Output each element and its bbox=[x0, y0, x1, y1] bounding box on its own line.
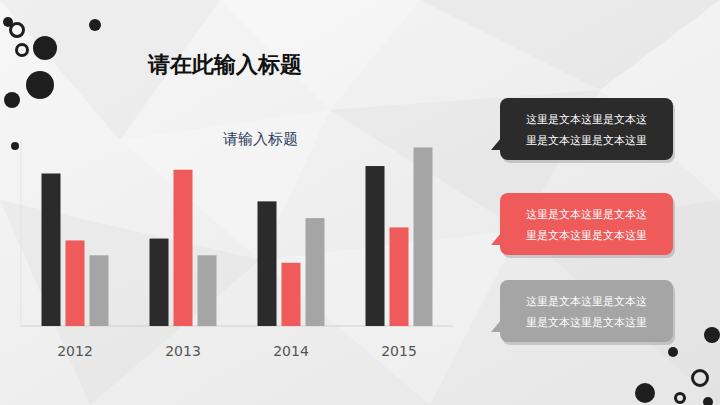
deco-ring bbox=[17, 45, 28, 56]
bars bbox=[42, 147, 433, 326]
x-axis-line bbox=[21, 326, 453, 327]
callout-text: 这里是文本这里是文本这 bbox=[526, 295, 647, 308]
x-tick-label: 2013 bbox=[165, 343, 201, 359]
bar bbox=[66, 240, 85, 326]
bar bbox=[90, 255, 109, 326]
bar bbox=[174, 170, 193, 326]
callout-text: 里是文本这里是文本这里 bbox=[526, 229, 647, 242]
bar bbox=[42, 173, 61, 326]
bar bbox=[414, 147, 433, 326]
callout: 这里是文本这里是文本这里是文本这里是文本这里 bbox=[491, 193, 675, 258]
deco-dot bbox=[26, 71, 54, 99]
page-title: 请在此输入标题 bbox=[147, 52, 302, 77]
callout-text: 里是文本这里是文本这里 bbox=[526, 134, 647, 147]
callout-text: 这里是文本这里是文本这 bbox=[526, 208, 647, 221]
deco-ring bbox=[11, 24, 24, 37]
deco-dot bbox=[3, 17, 13, 27]
deco-dot bbox=[703, 397, 713, 405]
deco-dot bbox=[704, 327, 720, 343]
bar bbox=[198, 255, 217, 326]
bg-facet bbox=[520, 200, 720, 405]
callout-pointer bbox=[491, 138, 501, 150]
callout: 这里是文本这里是文本这里是文本这里是文本这里 bbox=[491, 98, 675, 163]
slide: 请在此输入标题请输入标题 2012 2013 2014 2015 这里是文本这里是文本这里… bbox=[0, 0, 720, 405]
y-axis-line bbox=[21, 140, 22, 326]
bar bbox=[258, 201, 277, 326]
bg-facet bbox=[0, 200, 260, 405]
bar bbox=[306, 218, 325, 326]
chart-title: 请输入标题 bbox=[223, 130, 298, 148]
deco-ring bbox=[676, 394, 685, 403]
bar bbox=[390, 227, 409, 326]
callout-text: 这里是文本这里是文本这 bbox=[526, 113, 647, 126]
deco-dot bbox=[635, 383, 655, 403]
callout-box bbox=[500, 193, 673, 255]
callout-box bbox=[500, 280, 673, 342]
x-tick-label: 2015 bbox=[381, 343, 417, 359]
bar bbox=[366, 166, 385, 326]
callout: 这里是文本这里是文本这里是文本这里是文本这里 bbox=[491, 280, 675, 345]
callout-box bbox=[500, 98, 673, 160]
bar bbox=[282, 263, 301, 326]
x-tick-label: 2014 bbox=[273, 343, 309, 359]
background bbox=[0, 0, 720, 405]
deco-dot bbox=[4, 92, 20, 108]
deco-dot bbox=[89, 19, 101, 31]
callout-text: 里是文本这里是文本这里 bbox=[526, 316, 647, 329]
callout-pointer bbox=[491, 320, 501, 332]
deco-dot bbox=[11, 142, 19, 150]
deco-dot bbox=[33, 36, 57, 60]
bar bbox=[150, 239, 169, 326]
deco-dot bbox=[668, 347, 678, 357]
x-tick-label: 2012 bbox=[57, 343, 93, 359]
callout-pointer bbox=[491, 233, 501, 245]
deco-ring bbox=[693, 371, 708, 386]
